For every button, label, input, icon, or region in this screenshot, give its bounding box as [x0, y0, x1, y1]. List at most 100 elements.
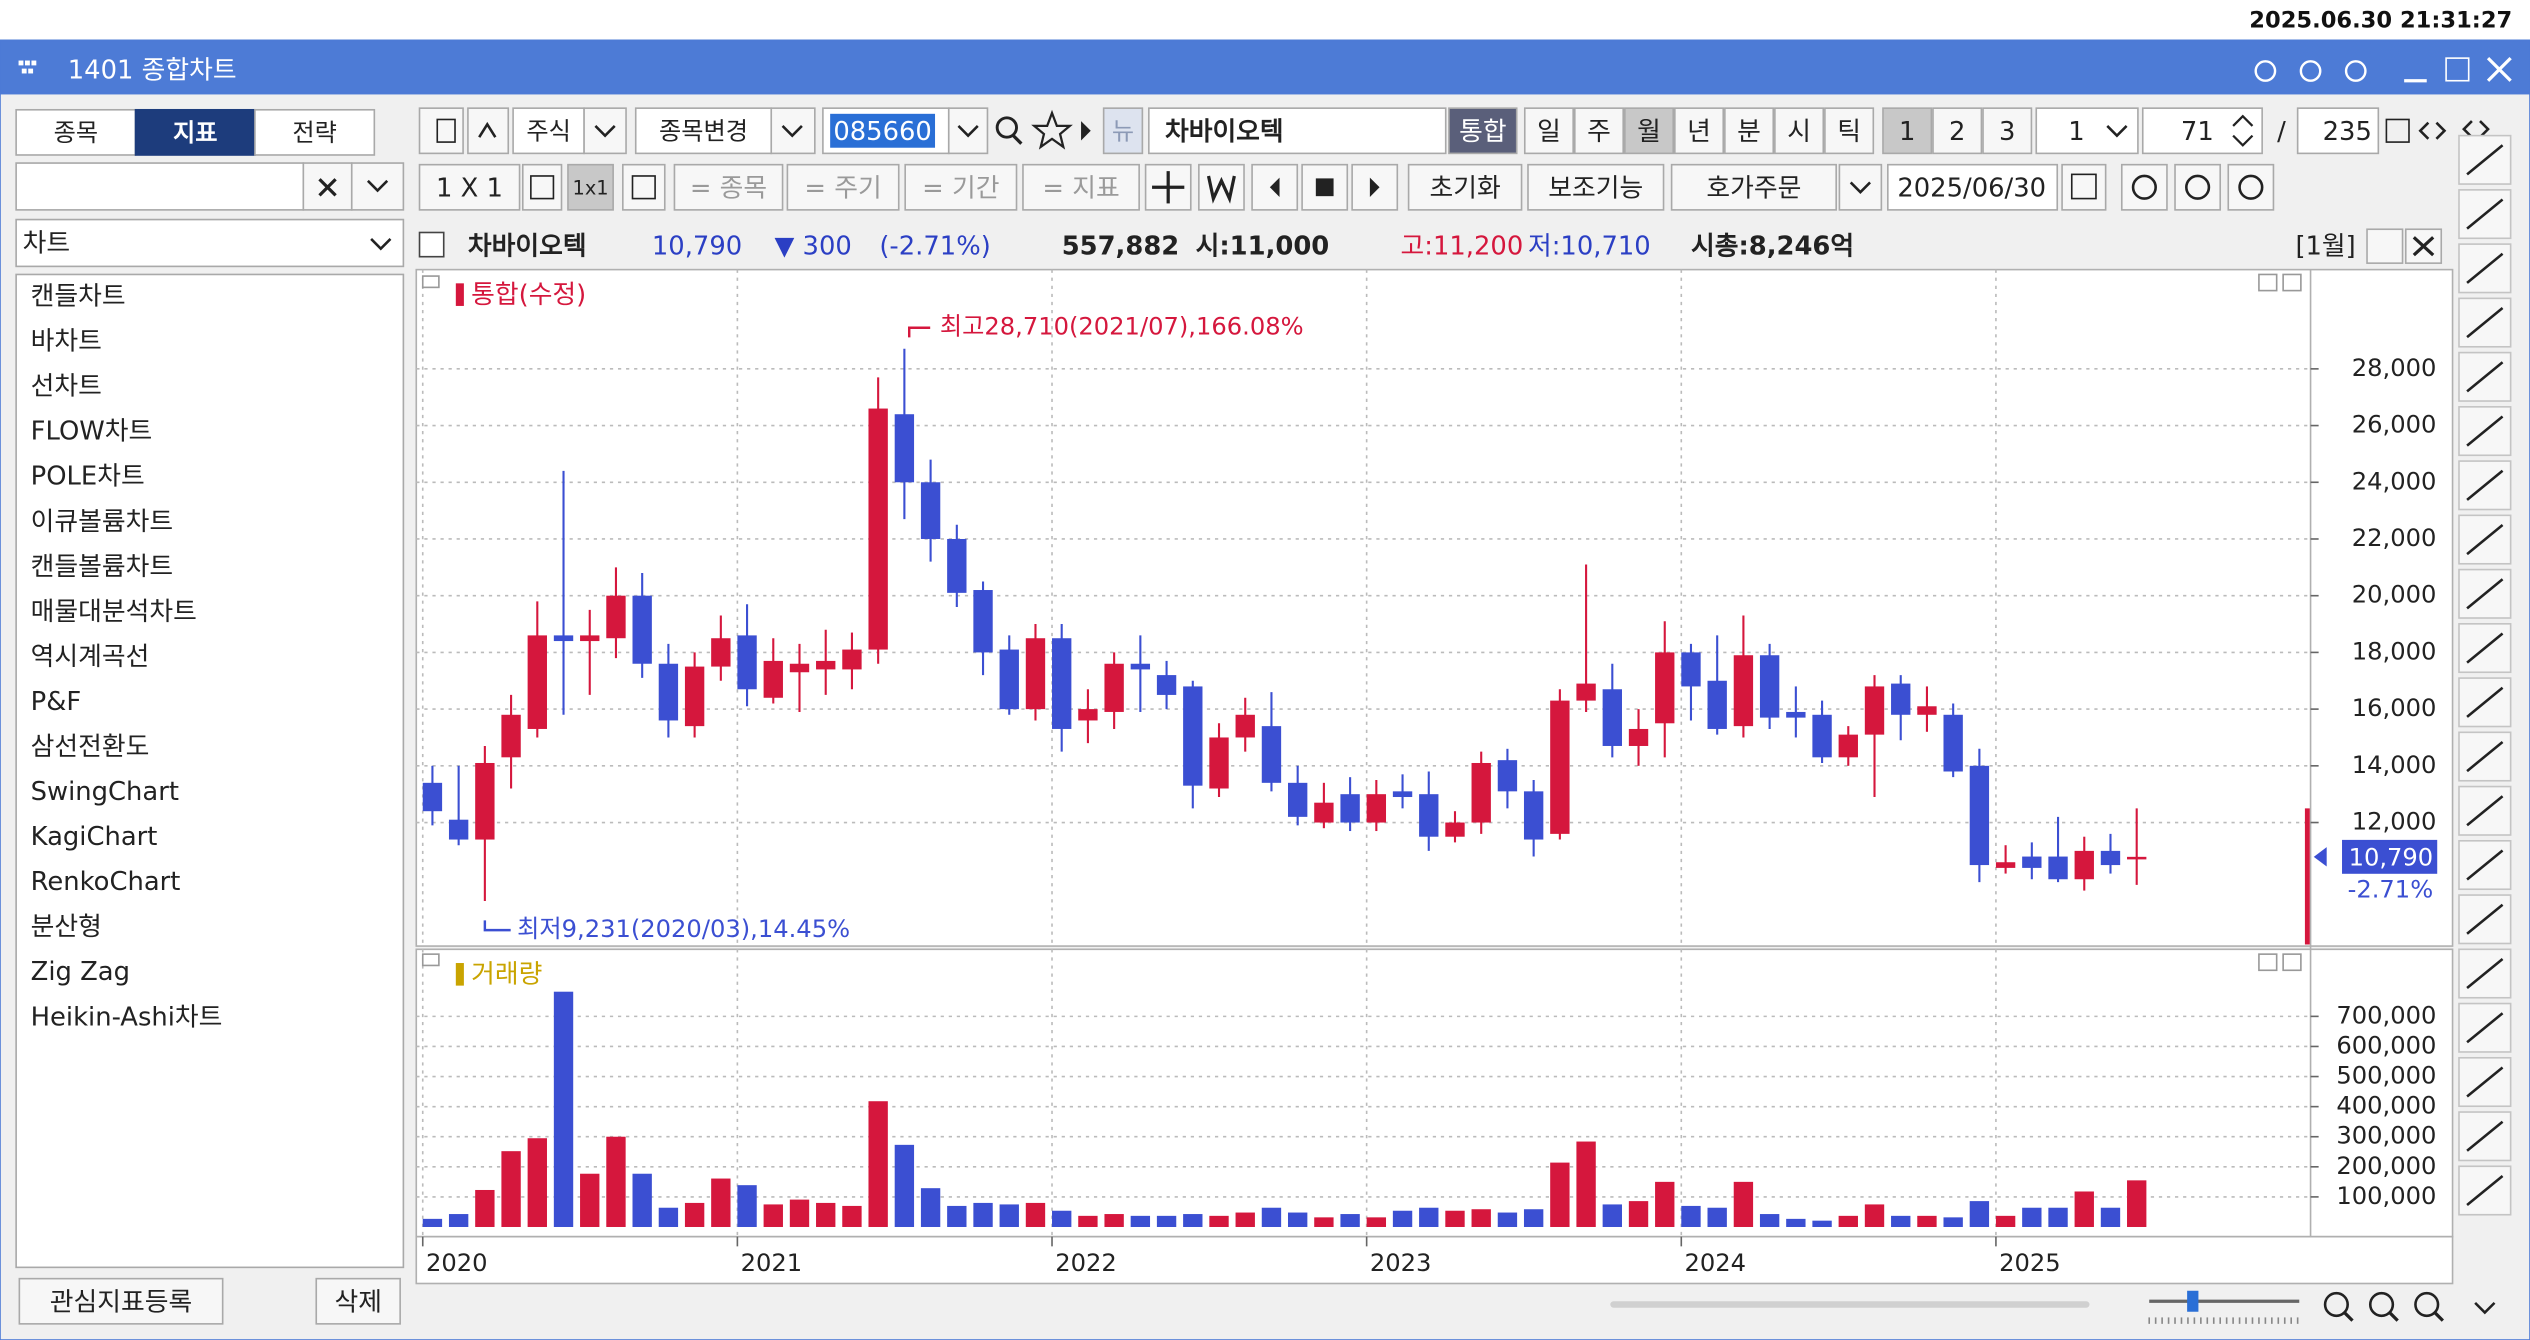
list-item[interactable]: FLOW차트: [31, 417, 153, 447]
change-stock-label[interactable]: 종목변경: [659, 117, 748, 145]
list-item[interactable]: RenkoChart: [31, 867, 181, 897]
period-button[interactable]: [1624, 107, 1675, 155]
sync-button-label[interactable]: = 기간: [922, 173, 999, 203]
layout-button[interactable]: [1932, 107, 1983, 155]
grid-small-button[interactable]: [567, 163, 614, 211]
list-item[interactable]: 캔들볼륨차트: [31, 552, 173, 582]
list-item[interactable]: KagiChart: [31, 822, 158, 852]
tab-label[interactable]: 지표: [173, 119, 218, 147]
period-button[interactable]: [1824, 107, 1875, 155]
period-button-label[interactable]: 일: [1537, 117, 1561, 147]
maximize-button[interactable]: [2445, 57, 2470, 82]
list-item[interactable]: POLE차트: [31, 462, 145, 492]
date-input[interactable]: [1887, 163, 2059, 211]
favorite-icon[interactable]: [1031, 109, 1073, 150]
list-item[interactable]: Zig Zag: [31, 957, 130, 987]
period-button[interactable]: [1523, 107, 1574, 155]
news-button[interactable]: [1102, 107, 1144, 155]
grid-icon-button[interactable]: [521, 163, 563, 211]
action-button[interactable]: [1670, 163, 1837, 211]
market-select-label[interactable]: 주식: [526, 117, 571, 145]
delete-button[interactable]: [315, 1277, 401, 1325]
sync-button[interactable]: [786, 163, 900, 211]
period-button[interactable]: [1674, 107, 1725, 155]
sync-button[interactable]: [673, 163, 784, 211]
action-button-label[interactable]: 초기화: [1429, 173, 1500, 203]
tab[interactable]: [15, 108, 137, 156]
tab[interactable]: [134, 108, 256, 156]
grid-button[interactable]: [418, 163, 521, 211]
period-button-label[interactable]: 틱: [1837, 117, 1861, 147]
list-item[interactable]: 역시계곡선: [31, 642, 150, 672]
checkbox[interactable]: [418, 231, 445, 258]
nav-button[interactable]: [1198, 163, 1245, 211]
integrated-button-label[interactable]: 통합: [1459, 117, 1506, 147]
zoom-handle[interactable]: [2187, 1290, 2199, 1312]
up-button[interactable]: [467, 107, 510, 155]
register-button[interactable]: [18, 1277, 224, 1325]
list-item[interactable]: 캔들차트: [31, 282, 126, 312]
list-item[interactable]: P&F: [31, 687, 82, 717]
layout-button-label[interactable]: 1: [1899, 117, 1915, 147]
grid-small-button-label[interactable]: 1x1: [573, 176, 609, 199]
sync-button-label[interactable]: = 종목: [690, 173, 767, 203]
period-button[interactable]: [1573, 107, 1625, 155]
zoom-button[interactable]: [2323, 1291, 2349, 1318]
grid-button-label[interactable]: 1 X 1: [436, 173, 503, 203]
period-button-label[interactable]: 주: [1587, 117, 1611, 147]
action-button-label[interactable]: 호가주문: [1706, 173, 1801, 203]
panel-control[interactable]: [2258, 953, 2278, 972]
close-button[interactable]: [2486, 56, 2512, 82]
list-item[interactable]: Heikin-Ashi차트: [31, 1002, 223, 1032]
list-item[interactable]: 매물대분석차트: [31, 597, 197, 627]
list-item[interactable]: 선차트: [31, 372, 102, 402]
list-item[interactable]: 삼선전환도: [31, 732, 150, 762]
integrated-button[interactable]: [1448, 107, 1518, 155]
dropdown-button[interactable]: [583, 107, 627, 155]
dropdown[interactable]: [15, 218, 405, 268]
register-button-label[interactable]: 관심지표등록: [50, 1287, 192, 1317]
zoom-button[interactable]: [2414, 1291, 2440, 1318]
tool-button[interactable]: [2174, 163, 2222, 211]
list-item[interactable]: SwingChart: [31, 777, 179, 807]
panel-control[interactable]: [2282, 953, 2302, 972]
dropdown-button[interactable]: [770, 107, 816, 155]
period-button-label[interactable]: 월: [1637, 117, 1661, 147]
layout-button[interactable]: [1882, 107, 1933, 155]
tool-button[interactable]: [2227, 163, 2275, 211]
zoom-button[interactable]: [2368, 1291, 2395, 1318]
tool-button[interactable]: [2120, 163, 2168, 211]
panel-control[interactable]: [2258, 273, 2278, 292]
sync-button[interactable]: [1022, 163, 1140, 211]
layout-button[interactable]: [1982, 107, 2033, 155]
dropdown-button[interactable]: [1838, 163, 1883, 211]
delete-button-label[interactable]: 삭제: [334, 1287, 381, 1317]
news-button-label[interactable]: 뉴: [1112, 117, 1134, 145]
tab-label[interactable]: 전략: [292, 119, 337, 147]
search-input[interactable]: [15, 162, 305, 211]
period-button[interactable]: [1724, 107, 1775, 155]
period-button-label[interactable]: 시: [1787, 117, 1811, 147]
sync-button-label[interactable]: = 지표: [1042, 173, 1119, 203]
market-select[interactable]: [512, 107, 585, 155]
dropdown-button[interactable]: [350, 162, 405, 211]
layout-icon-button[interactable]: [622, 163, 666, 211]
calendar-button[interactable]: [2061, 163, 2107, 211]
list-item[interactable]: 이큐볼륨차트: [31, 507, 173, 537]
layout-button-label[interactable]: 3: [1999, 117, 2015, 147]
action-button-label[interactable]: 보조기능: [1548, 173, 1643, 203]
sync-button[interactable]: [904, 163, 1018, 211]
toggle-button[interactable]: [418, 107, 464, 155]
dropdown-button[interactable]: [947, 107, 989, 155]
panel-control[interactable]: [2282, 273, 2302, 292]
list-item[interactable]: 분산형: [31, 912, 102, 942]
action-button[interactable]: [1527, 163, 1665, 211]
sync-button-label[interactable]: = 주기: [804, 173, 881, 203]
scrollbar[interactable]: [1610, 1301, 2090, 1308]
restore-button[interactable]: [2366, 228, 2404, 264]
period-button-label[interactable]: 분: [1737, 117, 1761, 147]
period-button-label[interactable]: 년: [1687, 117, 1711, 147]
change-stock[interactable]: [634, 107, 773, 155]
period-button[interactable]: [1774, 107, 1825, 155]
layout-button-label[interactable]: 2: [1949, 117, 1965, 147]
